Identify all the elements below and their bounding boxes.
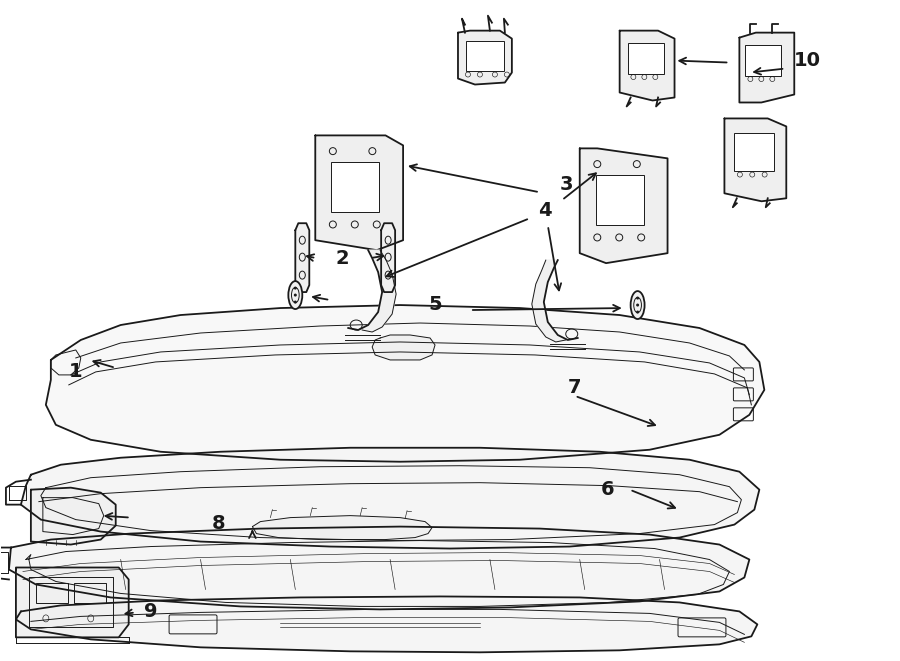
Polygon shape — [348, 250, 396, 332]
Bar — [331, 161, 380, 212]
Ellipse shape — [293, 293, 297, 297]
Bar — [74, 584, 105, 603]
Ellipse shape — [636, 311, 639, 313]
Polygon shape — [381, 223, 395, 292]
Polygon shape — [724, 118, 787, 201]
Bar — [36, 584, 68, 603]
Text: 6: 6 — [601, 480, 615, 499]
Ellipse shape — [636, 297, 639, 299]
Polygon shape — [9, 527, 750, 609]
Text: 4: 4 — [538, 201, 552, 219]
Bar — [596, 175, 644, 225]
Polygon shape — [580, 148, 668, 263]
Text: 3: 3 — [560, 175, 573, 194]
Ellipse shape — [631, 291, 644, 319]
Ellipse shape — [288, 281, 302, 309]
Text: 10: 10 — [794, 51, 821, 70]
Polygon shape — [532, 260, 578, 342]
Text: 8: 8 — [212, 514, 225, 533]
Text: 5: 5 — [428, 295, 442, 313]
Bar — [745, 45, 780, 76]
Bar — [628, 43, 663, 74]
Polygon shape — [16, 596, 758, 652]
Polygon shape — [458, 30, 512, 85]
Ellipse shape — [293, 301, 297, 303]
Polygon shape — [21, 447, 760, 549]
Polygon shape — [315, 136, 403, 250]
Polygon shape — [295, 223, 310, 292]
Polygon shape — [619, 30, 674, 100]
Polygon shape — [373, 335, 435, 360]
Text: 9: 9 — [144, 602, 158, 621]
Polygon shape — [46, 305, 764, 462]
Polygon shape — [740, 32, 795, 102]
Ellipse shape — [636, 303, 639, 307]
Text: 2: 2 — [336, 249, 349, 268]
Ellipse shape — [293, 287, 297, 290]
Text: 7: 7 — [568, 378, 581, 397]
Bar — [734, 134, 774, 171]
Polygon shape — [31, 488, 116, 545]
Polygon shape — [16, 568, 129, 637]
Polygon shape — [252, 516, 432, 539]
Text: 1: 1 — [69, 362, 83, 381]
Bar — [466, 40, 504, 71]
